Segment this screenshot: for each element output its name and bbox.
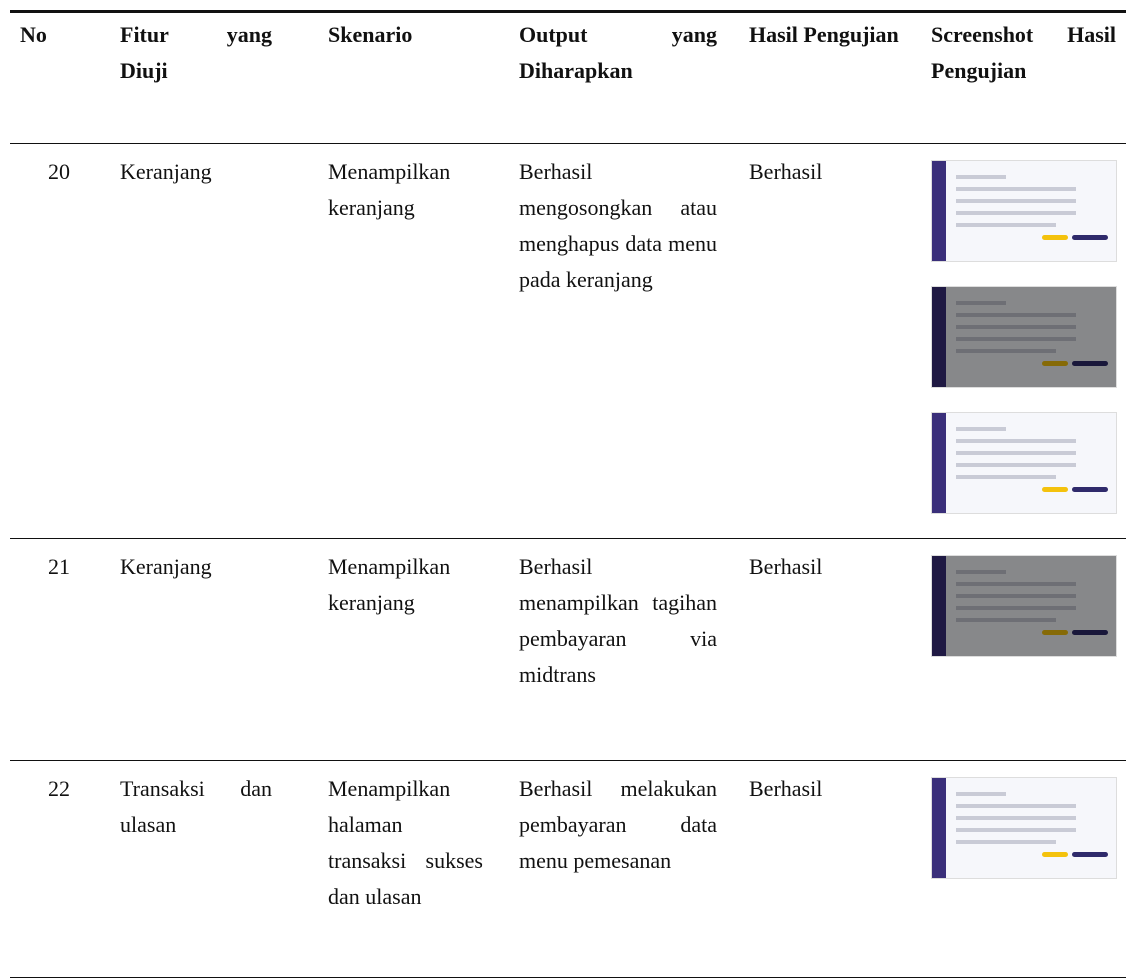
row-number: 20 <box>48 159 70 184</box>
ui-line <box>956 187 1076 191</box>
cell: Menampilkan halaman transaksi sukses dan… <box>328 776 483 909</box>
ui-button <box>1072 361 1108 366</box>
row-number: 22 <box>48 776 70 801</box>
row-number: 21 <box>48 554 70 579</box>
cell: Keranjang <box>120 554 212 579</box>
cell: Berhasil <box>749 159 823 184</box>
test-table: No Fitur yang Diuji Skenario Output yang Di… <box>10 10 1126 978</box>
header-cell: Screenshot Hasil Pengujian <box>931 22 1116 83</box>
screenshot <box>931 160 1117 262</box>
header-cell: Hasil Pengujian <box>749 22 899 47</box>
ui-line <box>956 451 1076 455</box>
cell: Berhasil menampilkan tagihan pembayaran … <box>519 554 717 687</box>
ui-line <box>956 313 1076 317</box>
cell: Berhasil melakukan pembayaran data menu … <box>519 776 717 873</box>
sidebar <box>932 287 946 387</box>
ui-line <box>956 301 1006 305</box>
ui-line <box>956 463 1076 467</box>
cell: Berhasil mengosongkan atau menghapus dat… <box>519 159 717 292</box>
ui-line <box>956 840 1056 844</box>
screenshot-cell <box>921 144 1126 539</box>
ui-button <box>1042 630 1068 635</box>
ui-line <box>956 475 1056 479</box>
ui-button <box>1042 361 1068 366</box>
ui-button <box>1042 235 1068 240</box>
ui-button <box>1042 852 1068 857</box>
cell: Menampilkan keranjang <box>328 554 451 615</box>
screenshot <box>931 777 1117 879</box>
table-row: 20 Keranjang Menampilkan keranjang Berhasil… <box>10 144 1126 539</box>
ui-line <box>956 211 1076 215</box>
header-cell: Fitur yang Diuji <box>120 22 272 83</box>
ui-line <box>956 594 1076 598</box>
screenshot <box>931 412 1117 514</box>
ui-button <box>1072 235 1108 240</box>
cell: Menampilkan keranjang <box>328 159 451 220</box>
ui-line <box>956 325 1076 329</box>
cell: Berhasil <box>749 776 823 801</box>
ui-button <box>1072 852 1108 857</box>
ui-line <box>956 792 1006 796</box>
ui-line <box>956 427 1006 431</box>
screenshot <box>931 555 1117 657</box>
ui-line <box>956 570 1006 574</box>
header-row: No Fitur yang Diuji Skenario Output yang Di… <box>10 11 1126 144</box>
ui-line <box>956 223 1056 227</box>
screenshot <box>931 286 1117 388</box>
ui-line <box>956 606 1076 610</box>
cell: Transaksi dan ulasan <box>120 776 272 837</box>
ui-line <box>956 816 1076 820</box>
header-cell: Skenario <box>328 22 413 47</box>
cell: Keranjang <box>120 159 212 184</box>
sidebar <box>932 778 946 878</box>
ui-line <box>956 582 1076 586</box>
ui-line <box>956 199 1076 203</box>
sidebar <box>932 413 946 513</box>
ui-line <box>956 175 1006 179</box>
ui-line <box>956 349 1056 353</box>
table-row: 21 Keranjang Menampilkan keranjang Berhasil… <box>10 539 1126 761</box>
screenshot-cell <box>921 539 1126 761</box>
sidebar <box>932 556 946 656</box>
ui-line <box>956 337 1076 341</box>
ui-button <box>1072 630 1108 635</box>
ui-button <box>1042 487 1068 492</box>
ui-button <box>1072 487 1108 492</box>
ui-line <box>956 618 1056 622</box>
ui-line <box>956 828 1076 832</box>
ui-line <box>956 804 1076 808</box>
sidebar <box>932 161 946 261</box>
header-cell: Output yang Diharapkan <box>519 22 717 83</box>
ui-line <box>956 439 1076 443</box>
table-row: 22 Transaksi dan ulasan Menampilkan halama… <box>10 761 1126 978</box>
screenshot-cell <box>921 761 1126 978</box>
cell: Berhasil <box>749 554 823 579</box>
header-cell: No <box>20 22 47 47</box>
